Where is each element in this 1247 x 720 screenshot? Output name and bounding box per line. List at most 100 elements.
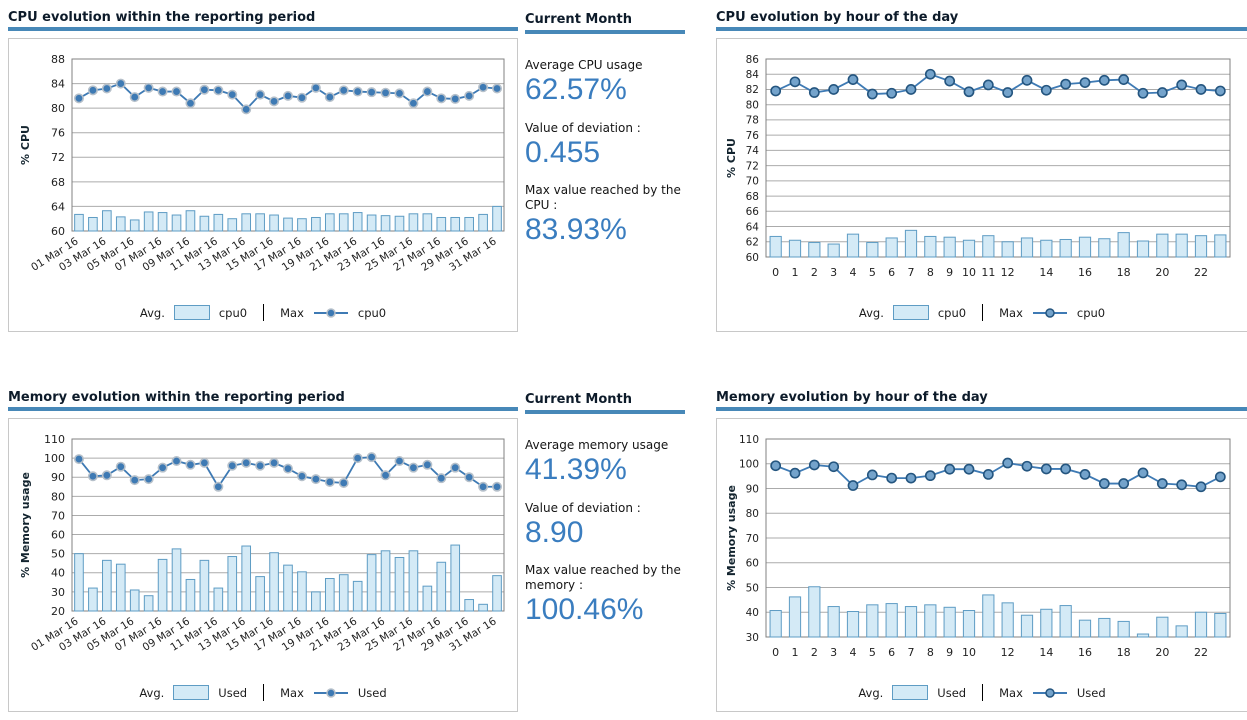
memory-hourly-chart-panel: 30 40 50 60 70 80 90 100 110% Memory usage 0 1 2 3 4 5…: [716, 418, 1247, 712]
stat-label: Average CPU usage: [525, 58, 643, 72]
svg-text:30: 30: [51, 586, 65, 599]
svg-text:0: 0: [772, 646, 779, 659]
memory-daily-chart-panel: 20 30 40 50 60 70 80 90 100 110% Memory usage 01 M…: [8, 418, 518, 712]
svg-text:2: 2: [811, 646, 818, 659]
cpu-daily-chart-panel: 60 64 68 72 76 80 84 88% CPU 01 Mar 16 03 Mar 16 0…: [8, 38, 518, 332]
svg-text:88: 88: [51, 53, 65, 66]
legend-avg-label: Avg.: [858, 305, 884, 320]
svg-text:10: 10: [962, 646, 976, 659]
legend-avg-label: Avg.: [139, 305, 165, 320]
stat-value: 62.57%: [525, 73, 627, 106]
svg-text:64: 64: [746, 221, 760, 233]
svg-text:40: 40: [51, 567, 65, 580]
svg-text:16: 16: [1078, 646, 1092, 659]
memory-hourly-title: Memory evolution by hour of the day: [716, 390, 1247, 411]
legend-max-label: Max: [999, 685, 1023, 700]
cpu-stats-heading: Current Month: [525, 12, 685, 34]
legend-avg-series: Used: [937, 685, 967, 700]
legend-avg-label: Avg.: [139, 685, 165, 700]
svg-text:18: 18: [1117, 266, 1131, 279]
svg-text:1: 1: [792, 266, 799, 279]
svg-text:16: 16: [1078, 266, 1092, 279]
legend-max-label: Max: [999, 305, 1023, 320]
avg-bar-swatch-icon: [173, 305, 210, 320]
panel-memory-daily: Memory evolution within the reporting pe…: [8, 388, 518, 712]
legend-divider: [263, 684, 265, 701]
svg-text:14: 14: [1039, 646, 1053, 659]
svg-text:10: 10: [962, 266, 976, 279]
legend-divider: [982, 684, 984, 701]
svg-text:6: 6: [888, 646, 895, 659]
svg-text:66: 66: [746, 206, 760, 218]
svg-text:100: 100: [739, 459, 759, 471]
svg-text:80: 80: [51, 102, 65, 115]
svg-text:9: 9: [946, 266, 953, 279]
memory-daily-legend: Avg. Used Max Used: [9, 684, 517, 701]
svg-text:78: 78: [746, 115, 759, 127]
svg-text:40: 40: [746, 607, 759, 619]
svg-text:8: 8: [927, 266, 934, 279]
svg-text:4: 4: [850, 266, 857, 279]
stat-label: Value of deviation :: [525, 500, 641, 515]
legend-avg-series: cpu0: [218, 305, 248, 320]
legend-divider: [982, 304, 984, 321]
legend-avg-label: Avg.: [858, 685, 884, 700]
avg-bar-swatch-icon: [892, 685, 929, 700]
stat-item-memory-deviation: Value of deviation : 8.90: [525, 501, 709, 549]
svg-text:84: 84: [51, 78, 65, 91]
svg-text:84: 84: [746, 69, 760, 81]
bottom-row: Memory evolution within the reporting pe…: [8, 388, 1247, 712]
stat-label: Average memory usage: [525, 438, 669, 452]
cpu-hourly-legend: Avg. cpu0 Max cpu0: [717, 304, 1247, 321]
svg-text:68: 68: [51, 176, 65, 189]
svg-text:20: 20: [1155, 646, 1169, 659]
svg-text:7: 7: [908, 266, 915, 279]
svg-text:60: 60: [746, 558, 759, 570]
svg-text:80: 80: [51, 490, 65, 503]
svg-text:50: 50: [51, 548, 65, 561]
stat-item-memory-max: Max value reached by the memory : 100.46…: [525, 563, 709, 626]
svg-text:20: 20: [51, 605, 65, 618]
svg-text:30: 30: [746, 632, 759, 644]
svg-text:110: 110: [739, 434, 759, 446]
svg-text:60: 60: [746, 252, 759, 264]
memory-hourly-legend: Avg. Used Max Used: [717, 684, 1247, 701]
svg-text:% Memory usage: % Memory usage: [725, 485, 738, 591]
cpu-daily-legend: Avg. cpu0 Max cpu0: [9, 304, 517, 321]
svg-text:70: 70: [51, 509, 65, 522]
legend-divider: [263, 304, 265, 321]
panel-memory-hourly: Memory evolution by hour of the day 30 40…: [716, 388, 1247, 712]
svg-text:14: 14: [1039, 266, 1053, 279]
memory-stats-panel: Current Month Average memory usage 41.39…: [525, 388, 709, 712]
svg-text:72: 72: [51, 151, 65, 164]
svg-text:8: 8: [927, 646, 934, 659]
stat-label: Max value reached by the memory :: [525, 563, 681, 592]
svg-text:60: 60: [51, 225, 65, 238]
svg-text:% Memory usage: % Memory usage: [19, 472, 32, 578]
svg-text:5: 5: [869, 646, 876, 659]
legend-max-series: cpu0: [357, 305, 387, 320]
legend-max-label: Max: [280, 685, 304, 700]
svg-text:68: 68: [746, 191, 759, 203]
svg-text:74: 74: [746, 145, 760, 157]
svg-text:20: 20: [1155, 266, 1169, 279]
panel-cpu-hourly: CPU evolution by hour of the day 60 62 64 6…: [716, 8, 1247, 332]
max-line-marker-icon: [313, 687, 348, 698]
stat-value: 83.93%: [525, 213, 627, 246]
svg-text:76: 76: [746, 130, 760, 142]
svg-text:3: 3: [830, 266, 837, 279]
svg-text:70: 70: [746, 176, 759, 188]
max-line-marker-icon: [313, 307, 348, 318]
svg-text:70: 70: [746, 533, 759, 545]
svg-text:64: 64: [51, 200, 65, 213]
cpu-hourly-title: CPU evolution by hour of the day: [716, 10, 1247, 31]
stat-label: Max value reached by the CPU :: [525, 183, 681, 212]
svg-text:3: 3: [830, 646, 837, 659]
stat-value: 100.46%: [525, 593, 644, 626]
svg-text:2: 2: [811, 266, 818, 279]
legend-max-series: cpu0: [1076, 305, 1106, 320]
